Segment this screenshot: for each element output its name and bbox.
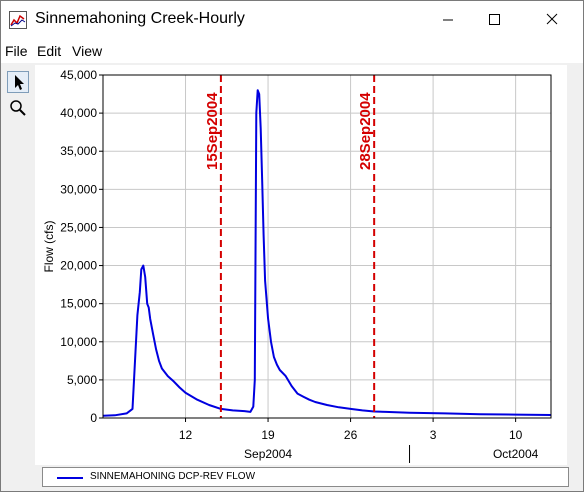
y-tick-label: 15,000 (60, 297, 97, 311)
x-tick-label: 26 (344, 428, 358, 442)
side-toolbar (3, 67, 33, 463)
y-axis-label: Flow (cfs) (42, 221, 56, 273)
window-title: Sinnemahoning Creek-Hourly (35, 10, 245, 27)
chart-area[interactable]: 15Sep2004 28Sep2004 0 5,000 10,000 15,000 20,… (35, 65, 567, 465)
plot-border (102, 74, 552, 419)
legend-swatch (57, 477, 83, 479)
series-layer (102, 89, 552, 417)
close-button[interactable] (529, 1, 575, 39)
period-label: Sep2004 (244, 447, 292, 461)
pointer-tool-button[interactable] (7, 71, 29, 93)
menu-view[interactable]: View (72, 43, 103, 59)
x-tick-label: 19 (261, 428, 275, 442)
y-tick-label: 25,000 (60, 220, 97, 234)
period-label: Oct2004 (493, 447, 539, 461)
y-tick-label: 0 (90, 411, 97, 425)
y-tick-label: 5,000 (67, 373, 97, 387)
y-tick-label: 40,000 (60, 106, 97, 120)
date-marker-label: 15Sep2004 (204, 92, 221, 170)
legend-label: SINNEMAHONING DCP-REV FLOW (90, 471, 256, 482)
x-tick-label: 12 (179, 428, 193, 442)
chart-app-icon (9, 11, 27, 29)
y-tick-label: 45,000 (60, 68, 97, 82)
maximize-button[interactable] (471, 1, 517, 39)
y-tick-label: 10,000 (60, 335, 97, 349)
flow-chart[interactable]: 15Sep2004 28Sep2004 0 5,000 10,000 15,000 20,… (35, 65, 567, 465)
x-tick-label: 3 (430, 428, 437, 442)
y-tick-label: 35,000 (60, 144, 97, 158)
zoom-icon (10, 100, 26, 116)
title-bar[interactable]: Sinnemahoning Creek-Hourly (1, 1, 583, 39)
marker-layer: 15Sep2004 28Sep2004 (204, 75, 376, 418)
legend: SINNEMAHONING DCP-REV FLOW (42, 467, 569, 487)
x-tick-label: 10 (509, 428, 523, 442)
plot-background (103, 75, 551, 418)
grid-layer (103, 74, 551, 419)
zoom-tool-button[interactable] (7, 97, 29, 119)
pointer-icon (15, 75, 24, 90)
menu-edit[interactable]: Edit (37, 43, 62, 59)
minimize-button[interactable] (425, 1, 471, 39)
y-tick-label: 30,000 (60, 182, 97, 196)
menu-file[interactable]: File (5, 43, 28, 59)
y-tick-label: 20,000 (60, 259, 97, 273)
axis-layer: 0 5,000 10,000 15,000 20,000 25,000 30,000 35,0… (42, 68, 552, 463)
menu-bar: File Edit View (1, 39, 583, 63)
flow-series-line (102, 89, 552, 417)
date-marker-label: 28Sep2004 (357, 92, 374, 170)
resize-grip[interactable] (571, 467, 583, 489)
